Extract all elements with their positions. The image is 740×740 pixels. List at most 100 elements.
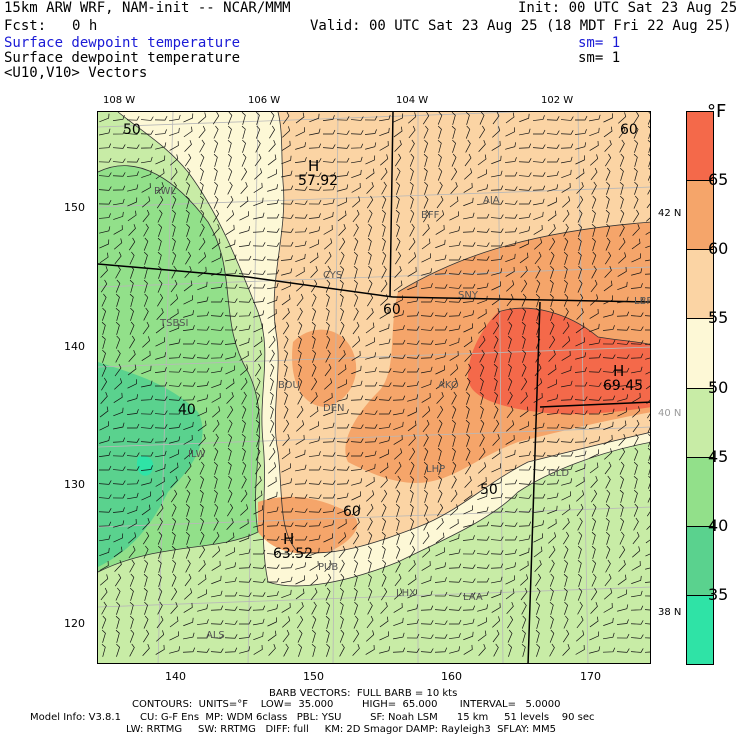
wind-barb xyxy=(379,141,389,151)
wind-barb xyxy=(518,465,532,471)
wind-barb xyxy=(211,379,222,388)
wind-barb xyxy=(312,349,316,363)
wind-barb xyxy=(253,182,263,193)
wind-barb xyxy=(100,279,108,293)
wind-barb xyxy=(196,367,210,373)
wind-barb xyxy=(212,112,220,125)
wind-barb xyxy=(466,391,470,405)
wind-barb xyxy=(171,531,176,545)
wind-barb xyxy=(561,491,571,501)
wind-barb xyxy=(308,465,322,471)
wind-barb xyxy=(588,368,602,373)
extremum-symbol: H xyxy=(308,157,320,175)
wind-barb xyxy=(171,587,178,601)
wind-barb xyxy=(546,466,560,471)
wind-barb xyxy=(505,266,515,277)
wind-barb xyxy=(297,615,304,629)
wind-barb xyxy=(521,615,527,629)
wind-barb xyxy=(308,480,322,485)
wind-barb xyxy=(99,547,110,556)
wind-barb xyxy=(294,200,308,205)
wind-barb xyxy=(589,631,600,641)
wind-barb xyxy=(644,647,650,653)
wind-barb xyxy=(268,462,277,474)
wind-barb xyxy=(409,447,416,461)
wind-barb xyxy=(337,505,348,515)
wind-barb xyxy=(171,545,176,559)
wind-barb xyxy=(394,153,402,167)
wind-barb xyxy=(630,605,644,611)
wind-barb xyxy=(296,602,304,614)
wind-barb xyxy=(253,618,265,626)
wind-barb xyxy=(337,364,347,376)
wind-barb xyxy=(563,251,568,265)
wind-barb xyxy=(112,452,126,457)
wind-barb xyxy=(337,197,348,207)
wind-barb xyxy=(184,573,192,587)
wind-barb xyxy=(406,340,420,345)
wind-barb xyxy=(490,214,504,219)
wind-barb xyxy=(353,223,359,237)
wind-barb xyxy=(252,283,266,289)
wind-barb xyxy=(395,489,401,503)
wind-barb xyxy=(281,281,292,291)
wind-barb xyxy=(113,225,123,235)
wind-barb xyxy=(211,366,223,374)
wind-barb xyxy=(616,311,630,317)
wind-barb xyxy=(200,475,205,489)
wind-barb xyxy=(560,438,574,443)
wind-barb xyxy=(605,167,611,181)
wind-barb xyxy=(294,535,308,541)
wind-barb xyxy=(506,420,515,432)
wind-barb xyxy=(381,573,387,587)
wind-barb xyxy=(520,266,528,278)
wind-barb xyxy=(449,548,461,556)
wind-barb xyxy=(171,181,177,195)
wind-barb xyxy=(478,462,487,474)
wind-barb xyxy=(197,407,208,417)
wind-barb xyxy=(590,167,598,181)
wind-barb xyxy=(310,574,319,586)
wind-barb xyxy=(604,588,613,600)
wind-barb xyxy=(491,170,503,178)
wind-barb xyxy=(351,183,361,193)
colorbar-label: 55 xyxy=(708,308,729,328)
wind-barb xyxy=(547,518,557,529)
wind-barb xyxy=(561,169,572,179)
wind-barb xyxy=(507,321,513,335)
wind-barb xyxy=(533,407,544,417)
wind-barb xyxy=(129,293,134,307)
wind-barb xyxy=(311,293,317,307)
wind-barb xyxy=(546,116,560,121)
wind-barb xyxy=(156,307,164,320)
wind-barb xyxy=(354,601,358,615)
field-2-smooth: sm= 1 xyxy=(578,50,621,66)
wind-barb xyxy=(296,420,305,432)
wind-barb xyxy=(311,615,317,629)
wind-barb xyxy=(632,531,640,545)
wind-barb xyxy=(476,536,490,541)
wind-barb xyxy=(463,323,473,333)
wind-barb xyxy=(479,125,486,139)
wind-barb xyxy=(239,226,250,234)
wind-barb xyxy=(575,142,587,150)
wind-barb xyxy=(325,587,331,601)
wind-barb xyxy=(281,602,291,613)
wind-barb xyxy=(421,238,431,250)
wind-barb xyxy=(507,615,514,629)
wind-barb xyxy=(126,157,140,163)
wind-barb xyxy=(504,200,518,205)
wind-barb xyxy=(322,480,336,485)
wind-barb xyxy=(115,615,120,629)
wind-barb xyxy=(602,325,615,331)
wind-barb xyxy=(506,293,514,307)
wind-barb xyxy=(437,405,444,419)
wind-barb xyxy=(267,169,277,179)
wind-barb xyxy=(409,195,414,209)
wind-barb xyxy=(477,506,489,514)
wind-barb xyxy=(169,631,179,641)
wind-barb xyxy=(295,253,306,262)
wind-barb xyxy=(645,352,650,360)
wind-barb xyxy=(574,381,588,387)
wind-barb xyxy=(255,112,260,125)
